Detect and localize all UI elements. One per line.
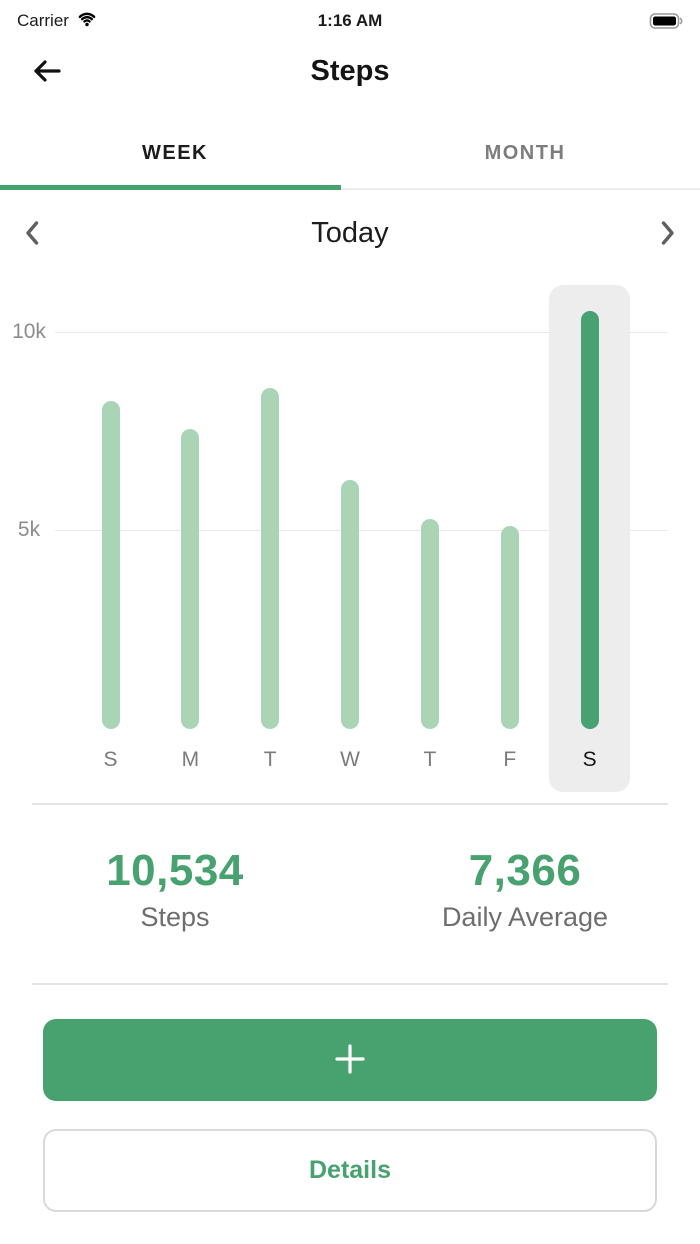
day-label-0: S [103,748,118,771]
battery-icon [649,12,686,30]
divider [32,803,668,805]
chart-bar-w-3[interactable] [341,480,360,729]
gridline [55,332,668,334]
chevron-right-icon [660,221,676,249]
status-bar: Carrier 1:16 AM [0,0,700,36]
daily-average-label: Daily Average [441,902,609,932]
plus-icon [333,1042,367,1079]
tab-month[interactable]: MONTH [350,106,700,188]
divider [32,983,668,985]
chart-bar-f-5[interactable] [500,526,519,729]
chart-bar-t-4[interactable] [420,519,439,729]
day-label-3: W [340,748,360,771]
chart-bar-t-2[interactable] [261,388,280,729]
ytick-label: 10k [12,320,46,344]
active-tab-indicator [0,185,341,190]
tab-week[interactable]: WEEK [0,106,350,188]
wifi-icon [76,10,98,32]
day-label-1: M [181,748,200,771]
steps-total-label: Steps [140,902,210,932]
back-button[interactable] [30,55,64,87]
details-button[interactable]: Details [43,1129,657,1212]
header: Steps [0,36,700,106]
ytick-label: 5k [17,517,41,541]
period-nav: Today [0,190,700,276]
status-time: 1:16 AM [317,11,383,30]
chevron-left-icon [24,221,40,249]
day-label-6: S [582,748,597,771]
carrier-info: Carrier [17,10,98,32]
add-steps-button[interactable] [43,1019,657,1101]
day-label-5: F [503,748,517,771]
stat-daily-average: 7,366 Daily Average [350,849,700,933]
stats-row: 10,534 Steps 7,366 Daily Average [0,805,700,983]
period-label: Today [311,216,389,249]
day-label-2: T [263,748,277,771]
steps-bar-chart: 10k 5k S M T W T F S [0,276,700,803]
page-title: Steps [310,54,390,87]
gridline [55,529,668,531]
chart-bar-s-0[interactable] [101,401,120,729]
carrier-label: Carrier [17,11,69,30]
tab-bar: WEEK MONTH [0,106,700,190]
next-period-button[interactable] [654,214,682,252]
chart-bar-s-6[interactable] [580,311,599,729]
daily-average-value: 7,366 [468,846,582,895]
day-label-4: T [423,748,437,771]
chart-bar-m-1[interactable] [181,429,200,729]
arrow-left-icon [30,60,64,90]
previous-period-button[interactable] [18,214,46,252]
stat-steps: 10,534 Steps [0,849,350,933]
steps-total-value: 10,534 [106,846,244,895]
